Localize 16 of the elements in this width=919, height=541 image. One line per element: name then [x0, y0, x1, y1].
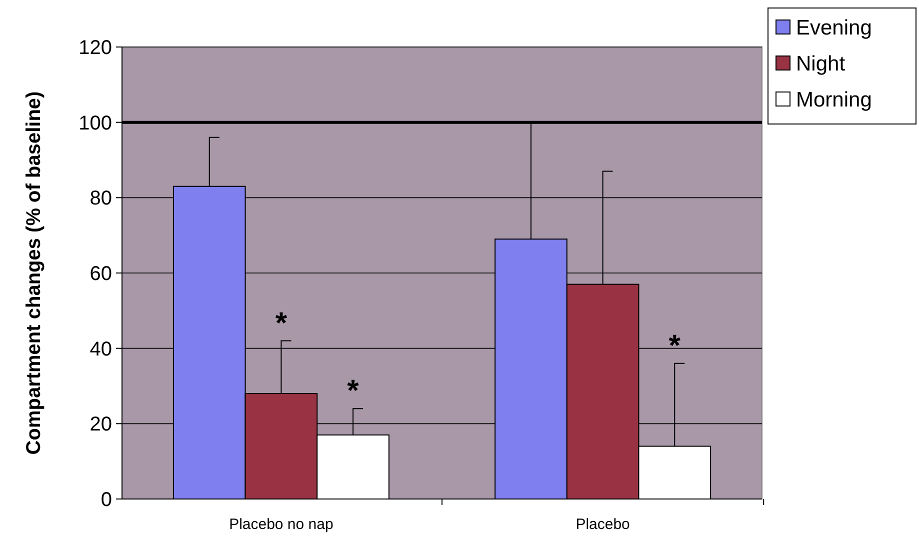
y-tick-label: 120 [78, 37, 112, 59]
y-tick-label: 0 [100, 489, 112, 511]
legend-label: Night [796, 52, 846, 76]
y-tick-label: 80 [90, 188, 112, 210]
y-tick-label: 40 [90, 338, 112, 360]
legend-label: Morning [796, 88, 872, 112]
x-tick-label: Placebo [576, 516, 630, 533]
y-tick-label: 100 [78, 112, 112, 134]
x-tick-label: Placebo no nap [229, 516, 334, 533]
y-axis-title: Compartment changes (% of baseline) [23, 91, 45, 455]
data-label: * [668, 329, 681, 362]
y-tick-label: 20 [90, 414, 112, 436]
y-tick-label: 60 [90, 263, 112, 285]
data-label: * [275, 306, 288, 340]
legend-label: Evening [796, 16, 872, 40]
data-label: * [347, 374, 360, 408]
